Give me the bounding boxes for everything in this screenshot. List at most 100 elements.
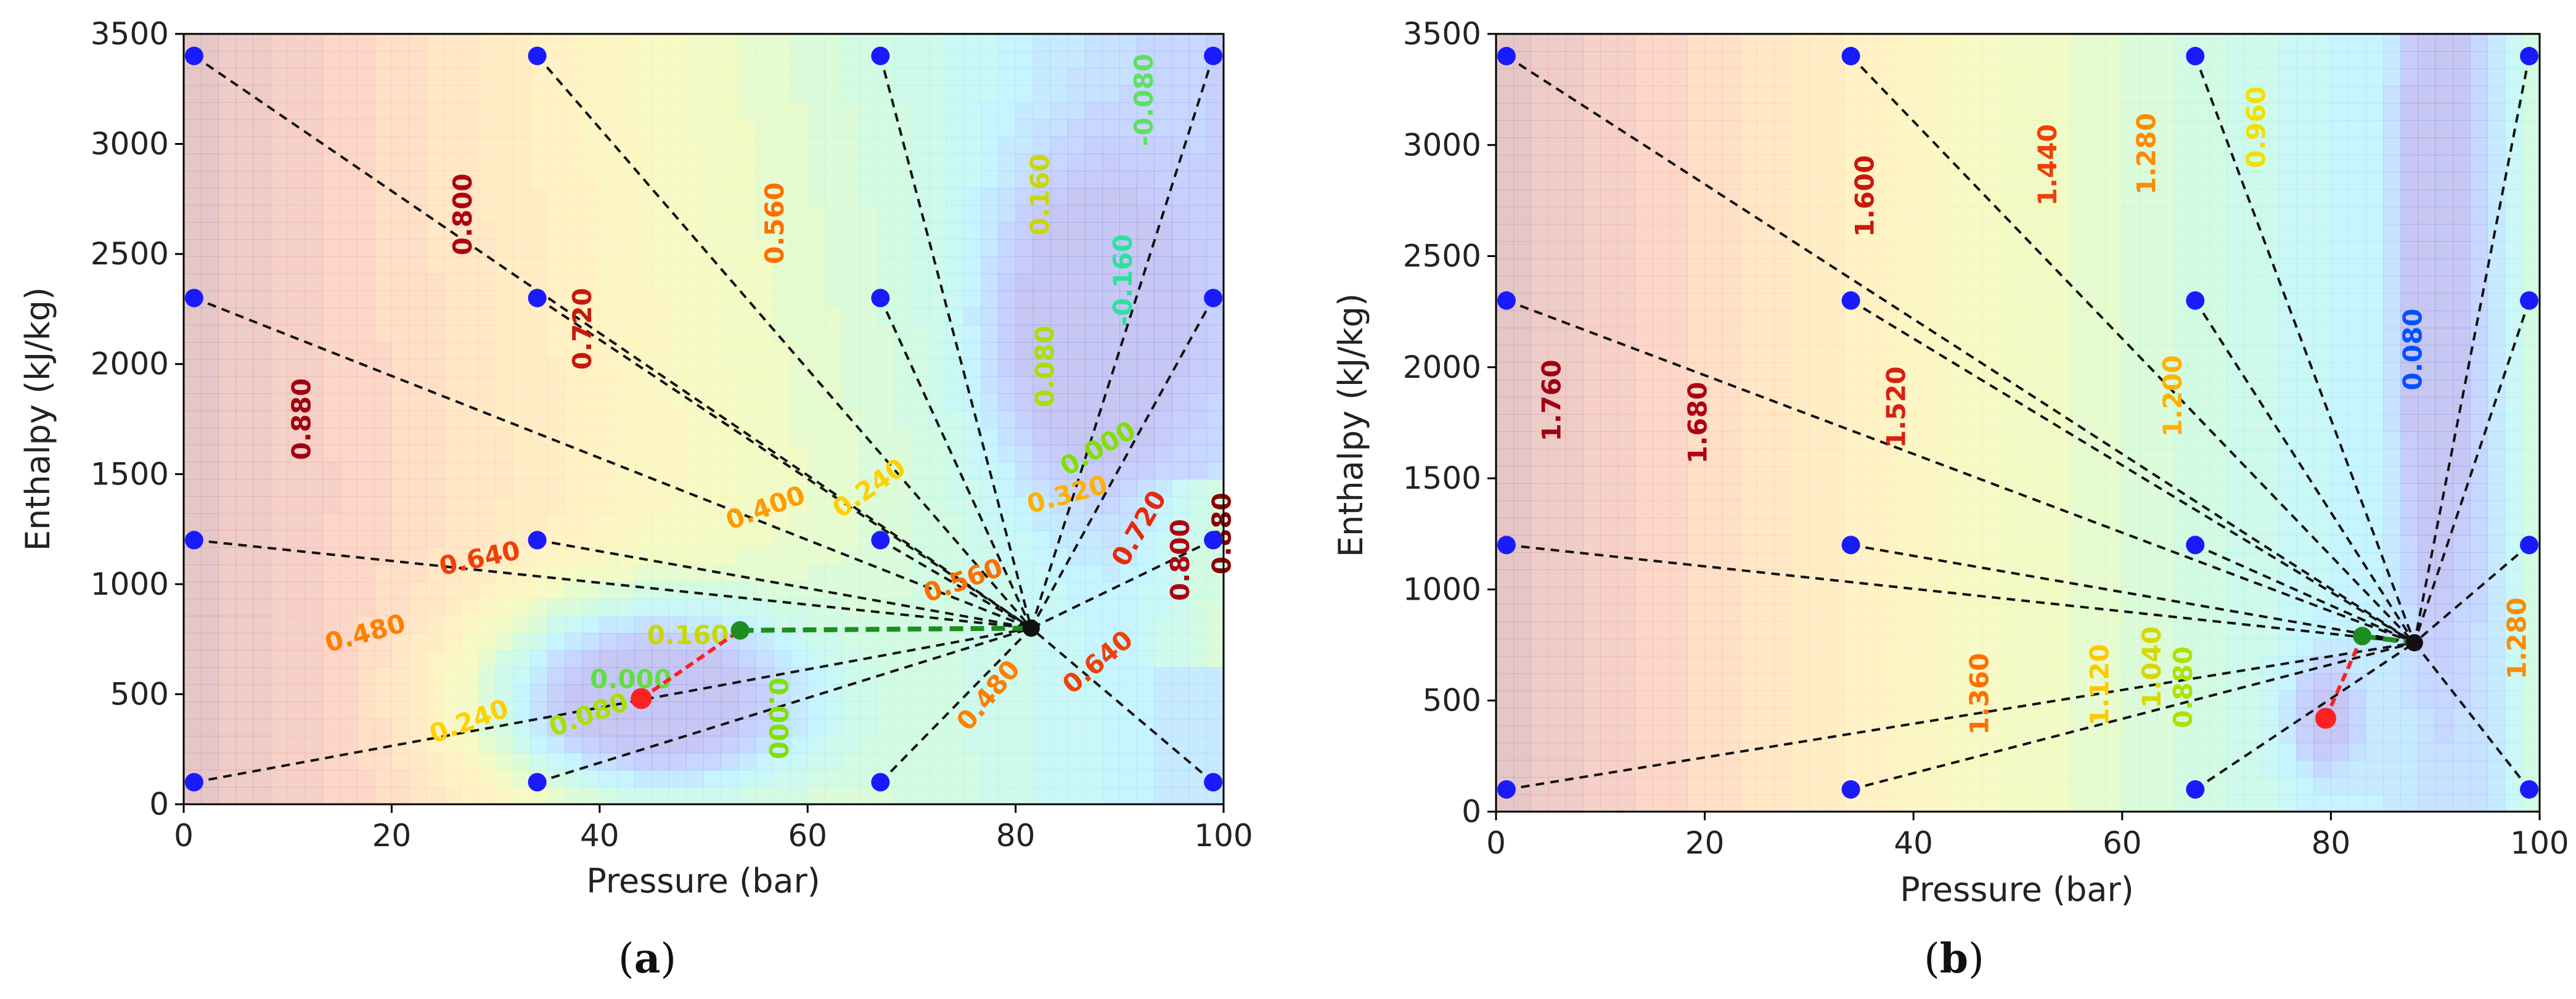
contour-cell [1652, 656, 1670, 674]
contour-cell [287, 171, 306, 189]
contour-cell [287, 462, 306, 479]
contour-cell [1740, 483, 1757, 501]
contour-cell [1704, 258, 1723, 277]
contour-cell [1617, 725, 1636, 743]
contour-cell [1496, 224, 1514, 242]
contour-cell [2035, 656, 2053, 674]
contour-cell [721, 444, 739, 463]
contour-cell [357, 51, 375, 69]
contour-cell [877, 735, 895, 754]
contour-cell [1740, 759, 1757, 778]
contour-cell [513, 222, 531, 240]
contour-cell [1652, 414, 1670, 432]
contour-cell [1050, 308, 1068, 325]
contour-cell [1583, 34, 1601, 52]
contour-cell [2226, 120, 2244, 138]
contour-cell [2278, 293, 2297, 311]
contour-cell [1050, 222, 1068, 240]
contour-cell [2104, 396, 2123, 415]
contour-cell [1050, 376, 1068, 394]
contour-cell [842, 222, 861, 240]
contour-cell [322, 444, 340, 463]
contour-cell [842, 633, 861, 651]
contour-cell [2157, 742, 2175, 760]
contour-cell [616, 393, 635, 411]
contour-cell [1050, 701, 1068, 719]
contour-cell [1948, 569, 1966, 588]
contour-cell [1171, 513, 1190, 531]
contour-cell [2104, 604, 2123, 622]
contour-cell [2000, 518, 2019, 536]
contour-cell [599, 34, 618, 52]
contour-cell [478, 376, 496, 394]
contour-cell [808, 171, 825, 189]
contour-cell [2296, 431, 2314, 449]
contour-cell [1085, 530, 1103, 548]
contour-cell [496, 462, 513, 479]
contour-cell [1050, 68, 1068, 86]
contour-cell [1015, 547, 1034, 565]
contour-cell [2052, 345, 2071, 363]
contour-cell [547, 51, 566, 69]
contour-cell [1704, 431, 1723, 449]
contour-cell [842, 667, 861, 685]
contour-cell [565, 719, 583, 736]
contour-cell [565, 188, 583, 206]
contour-cell [981, 513, 999, 531]
contour-cell [253, 256, 271, 274]
contour-cell [2174, 310, 2193, 328]
contour-cell [842, 376, 861, 394]
contour-cell [235, 136, 254, 155]
contour-cell [877, 222, 895, 240]
contour-cell [391, 325, 410, 343]
contour-cell [1206, 222, 1224, 240]
contour-cell [772, 701, 791, 719]
contour-cell [496, 222, 513, 240]
contour-cell [703, 410, 722, 428]
contour-cell [1513, 707, 1532, 726]
contour-cell [981, 701, 999, 719]
contour-cell [1513, 742, 1532, 760]
contour-cell [235, 633, 254, 651]
contour-cell [808, 239, 825, 257]
contour-cell [1687, 34, 1706, 52]
contour-cell [790, 650, 808, 668]
contour-cell [1774, 673, 1793, 691]
contour-cell [409, 598, 427, 617]
contour-cell [877, 513, 895, 531]
contour-cell [1774, 414, 1793, 432]
contour-cell [218, 119, 236, 137]
contour-cell [184, 444, 202, 463]
contour-cell [1513, 759, 1532, 778]
contour-cell [946, 239, 964, 257]
contour-cell [1809, 690, 1827, 709]
contour-cell [1826, 725, 1844, 743]
contour-label: -0.080 [1129, 54, 1159, 146]
contour-cell [2052, 51, 2071, 69]
contour-cell [270, 359, 288, 377]
contour-cell [460, 667, 479, 685]
contour-cell [2070, 34, 2088, 52]
contour-cell [2140, 293, 2157, 311]
contour-cell [1513, 310, 1532, 328]
contour-cell [1154, 752, 1172, 771]
contour-cell [374, 547, 392, 565]
contour-cell [253, 222, 271, 240]
contour-cell [2278, 414, 2297, 432]
contour-cell [1652, 327, 1670, 346]
contour-cell [1687, 673, 1706, 691]
contour-cell [2261, 155, 2280, 173]
contour-cell [859, 581, 878, 600]
contour-cell [946, 68, 964, 86]
contour-cell [1206, 650, 1224, 668]
contour-cell [1670, 777, 1688, 795]
contour-cell [1154, 530, 1172, 548]
contour-cell [1826, 707, 1844, 726]
contour-cell [2052, 155, 2071, 173]
contour-cell [253, 290, 271, 309]
contour-cell [2000, 120, 2019, 138]
contour-cell [2052, 466, 2071, 484]
contour-cell [1740, 189, 1757, 208]
contour-cell [2035, 310, 2053, 328]
contour-cell [287, 273, 306, 292]
